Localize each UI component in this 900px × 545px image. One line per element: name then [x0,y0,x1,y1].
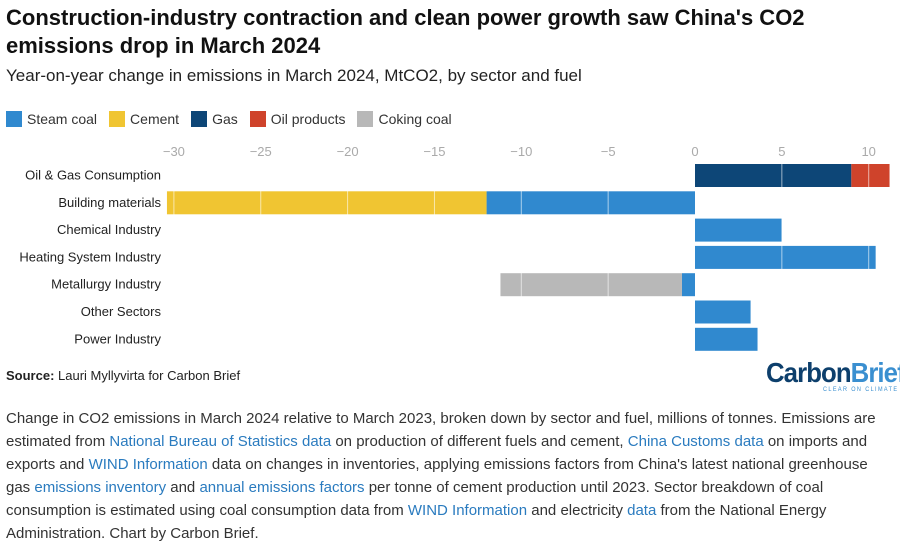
bar-segment [695,327,758,351]
bar-segment [695,300,751,324]
caption-text: on production of different fuels and cem… [331,433,628,450]
caption-link[interactable]: data [627,502,657,519]
caption-text: from the National Energy Administration.… [6,502,827,542]
bar-segment [486,191,695,215]
legend-swatch [109,111,126,127]
caption-text: and [166,479,200,496]
source-note: Source: Lauri Myllyvirta for Carbon Brie… [6,368,240,383]
bar-segment [681,273,695,297]
caption-text: per tonne of cement production until 202… [6,479,824,519]
legend-item: Steam coal [6,111,97,127]
legend-label: Coking coal [378,111,452,127]
bar-segment [166,191,487,215]
caption-text: data on changes in inventories, applying… [6,456,868,496]
chart-subtitle: Year-on-year change in emissions in Marc… [6,66,582,85]
legend-label: Oil products [270,111,346,127]
category-label: Heating System Industry [19,249,161,264]
logo-tagline: CLEAR ON CLIMATE [823,387,899,393]
legend-swatch [191,111,208,127]
category-label: Power Industry [74,331,161,346]
x-tick-label: −30 [163,144,185,159]
bar-segment [851,164,890,187]
caption-link[interactable]: annual emissions factors [199,479,365,496]
category-label: Chemical Industry [57,222,162,237]
caption-link[interactable]: WIND Information [88,456,208,473]
source-label: Source: [6,368,55,383]
legend-item: Cement [109,111,179,127]
legend: Steam coal Cement Gas Oil products Coking co… [6,111,452,127]
legend-item: Coking coal [357,111,452,127]
x-tick-label: 10 [861,144,875,159]
legend-label: Gas [212,111,238,127]
category-label: Other Sectors [81,304,162,319]
bar-segment [695,218,782,242]
category-label: Metallurgy Industry [51,277,161,292]
chart-title: Construction-industry contraction and cl… [6,5,805,58]
caption-text: Change in CO2 emissions in March 2024 re… [6,410,876,450]
legend-label: Steam coal [27,111,98,127]
logo-part2: Brief [850,357,900,388]
bar-chart: −30 −25 −20 −15 −10 −5 0 5 10 Oil & Gas Consumpti… [19,144,890,351]
x-tick-label: −5 [601,144,616,159]
legend-swatch [249,111,266,127]
x-tick-label: −15 [423,144,445,159]
caption-link[interactable]: emissions inventory [34,479,167,496]
x-tick-label: 5 [778,144,785,159]
caption-link[interactable]: National Bureau of Statistics data [109,433,332,450]
caption-link[interactable]: China Customs data [627,433,764,450]
caption-link[interactable]: WIND Information [407,502,528,519]
bar-segment [695,245,876,269]
carbon-brief-logo: CarbonBrief CLEAR ON CLIMATE [766,357,900,393]
caption-text: on imports and exports and [6,433,868,473]
legend-swatch [357,111,374,127]
caption-text: and electricity [527,502,628,519]
x-tick-label: 0 [691,144,698,159]
x-tick-label: −25 [250,144,272,159]
bar-segment [695,164,852,187]
bar-segment [500,273,682,297]
category-label: Oil & Gas Consumption [25,168,161,183]
legend-item: Gas [191,111,238,127]
legend-swatch [6,111,22,127]
caption: Change in CO2 emissions in March 2024 re… [6,407,894,545]
logo-part1: Carbon [766,357,852,388]
legend-item: Oil products [249,111,346,127]
source-text: Lauri Myllyvirta for Carbon Brief [54,368,241,383]
legend-label: Cement [130,111,180,127]
x-tick-label: −20 [337,144,359,159]
category-label: Building materials [58,195,161,210]
x-tick-label: −10 [510,144,532,159]
